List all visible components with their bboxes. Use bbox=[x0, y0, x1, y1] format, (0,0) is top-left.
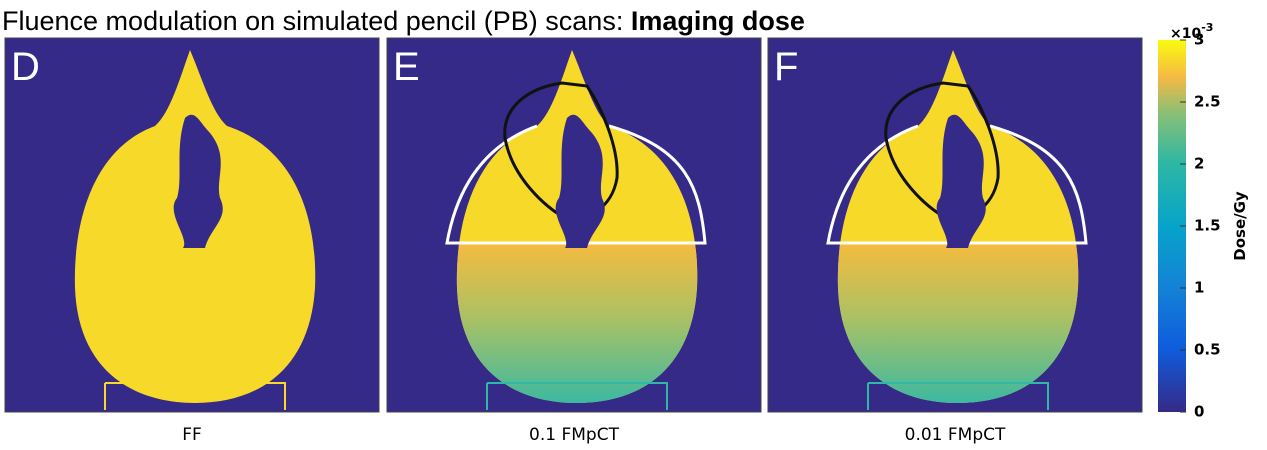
panel-caption: FF bbox=[182, 425, 202, 445]
colorbar-tick-label: 2.5 bbox=[1194, 93, 1221, 111]
title-text: Fluence modulation on simulated pencil (… bbox=[2, 6, 631, 36]
colorbar-tick-label: 1.5 bbox=[1194, 217, 1221, 235]
panel-letter: E bbox=[393, 45, 420, 89]
figure-title: Fluence modulation on simulated pencil (… bbox=[2, 6, 805, 36]
panel-caption: 0.01 FMpCT bbox=[905, 425, 1006, 445]
colorbar-multiplier: ×10-3 bbox=[1170, 21, 1213, 42]
panel-letter: D bbox=[11, 45, 40, 89]
colorbar-tick-label: 1 bbox=[1194, 279, 1204, 297]
colorbar-tick-label: 2 bbox=[1194, 155, 1204, 173]
panel-letter: F bbox=[774, 45, 798, 89]
dose-panel: F bbox=[768, 38, 1142, 413]
colorbar-tick-label: 3 bbox=[1194, 31, 1204, 49]
figure: Fluence modulation on simulated pencil (… bbox=[0, 0, 1267, 450]
dose-panel: E bbox=[387, 38, 761, 413]
colorbar-tick-label: 0.5 bbox=[1194, 341, 1221, 359]
dose-panel: D bbox=[5, 38, 379, 412]
colorbar-tick-label: 0 bbox=[1194, 403, 1204, 421]
title-bold: Imaging dose bbox=[631, 6, 805, 36]
colorbar-label: Dose/Gy bbox=[1231, 191, 1249, 261]
panel-caption: 0.1 FMpCT bbox=[529, 425, 620, 445]
